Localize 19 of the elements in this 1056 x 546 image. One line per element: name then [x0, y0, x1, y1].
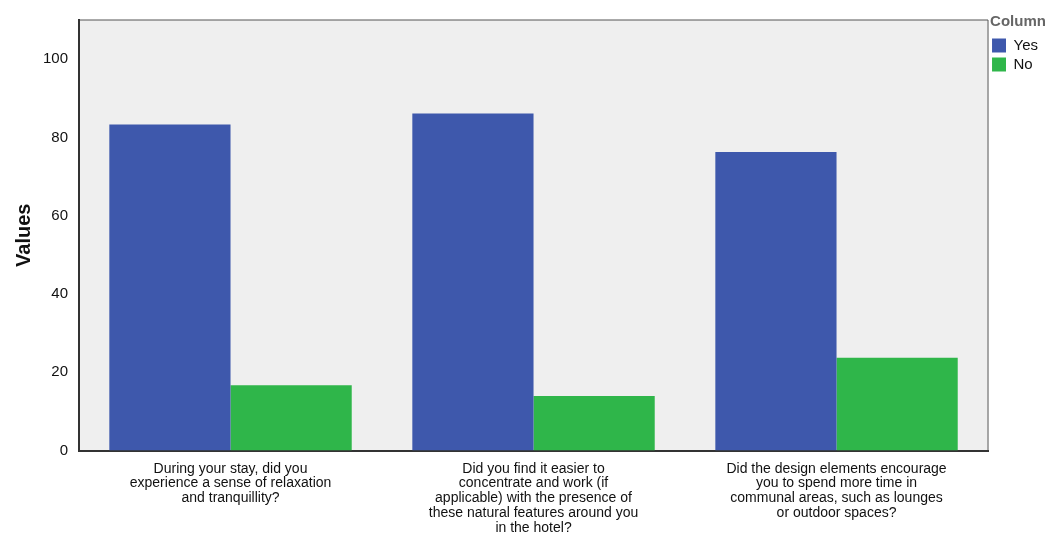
- bar: [109, 124, 231, 451]
- y-tick-label: 40: [51, 284, 69, 302]
- y-tick-label: 0: [59, 440, 69, 458]
- bar: [836, 357, 958, 451]
- y-tick-label: 100: [43, 49, 69, 67]
- bar: [533, 396, 655, 451]
- y-tick-label: 80: [51, 127, 69, 145]
- legend-label: Yes: [1013, 35, 1039, 53]
- x-tick-label: Did you find it easier to concentrate and work (if applicable) with the presence of these natural features around you in the hotel?: [428, 459, 639, 535]
- y-tick-label: 60: [51, 205, 69, 223]
- bar: [230, 385, 352, 451]
- legend-label: No: [1013, 54, 1033, 72]
- x-tick-label: During your stay, did you experience a sense of relaxation and tranquillity?: [129, 459, 332, 506]
- legend-title: Column: [990, 11, 1046, 29]
- bar: [715, 151, 837, 451]
- y-tick-label: 20: [51, 362, 69, 380]
- y-axis-title: Values: [11, 203, 34, 267]
- bar: [412, 113, 534, 451]
- x-tick-label: Did the design elements encourage you to spend more time in communal areas, such as lounges or outdoor spaces?: [726, 459, 947, 520]
